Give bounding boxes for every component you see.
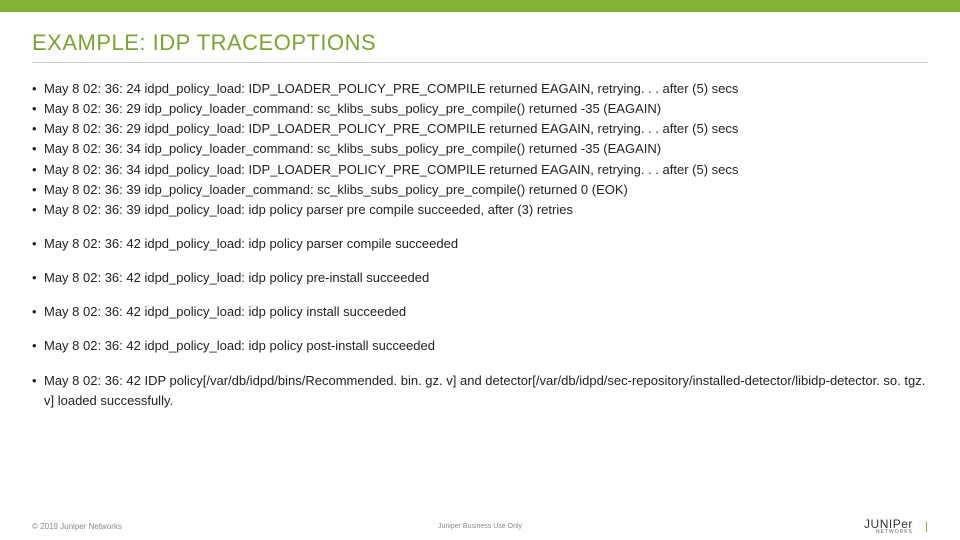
trace-text: May 8 02: 36: 42 idpd_policy_load: idp p… [44, 302, 928, 322]
trace-line: •May 8 02: 36: 24 idpd_policy_load: IDP_… [32, 79, 928, 99]
trace-text: May 8 02: 36: 29 idp_policy_loader_comma… [44, 99, 928, 119]
bullet-icon: • [32, 139, 44, 159]
trace-text: May 8 02: 36: 42 idpd_policy_load: idp p… [44, 336, 928, 356]
bullet-icon: • [32, 119, 44, 139]
slide-content: EXAMPLE: IDP TRACEOPTIONS •May 8 02: 36:… [0, 12, 960, 411]
trace-line: •May 8 02: 36: 42 idpd_policy_load: idp … [32, 268, 928, 288]
title-divider [32, 62, 928, 63]
trace-line: •May 8 02: 36: 34 idpd_policy_load: IDP_… [32, 160, 928, 180]
trace-line: •May 8 02: 36: 39 idp_policy_loader_comm… [32, 180, 928, 200]
slide-title: EXAMPLE: IDP TRACEOPTIONS [32, 30, 928, 56]
brand-logo: JUNIPer NETWORKS | [864, 517, 928, 535]
trace-text: May 8 02: 36: 42 IDP policy[/var/db/idpd… [44, 371, 928, 411]
trace-text: May 8 02: 36: 42 idpd_policy_load: idp p… [44, 268, 928, 288]
bullet-icon: • [32, 268, 44, 288]
logo-subtext: NETWORKS [876, 529, 913, 535]
trace-line: •May 8 02: 36: 29 idpd_policy_load: IDP_… [32, 119, 928, 139]
trace-text: May 8 02: 36: 42 idpd_policy_load: idp p… [44, 234, 928, 254]
trace-text: May 8 02: 36: 39 idpd_policy_load: idp p… [44, 200, 928, 220]
trace-text: May 8 02: 36: 34 idpd_policy_load: IDP_L… [44, 160, 928, 180]
slide-footer: © 2019 Juniper Networks Juniper Business… [0, 512, 960, 540]
bullet-icon: • [32, 234, 44, 254]
trace-text: May 8 02: 36: 34 idp_policy_loader_comma… [44, 139, 928, 159]
bullet-icon: • [32, 200, 44, 220]
trace-line: •May 8 02: 36: 42 idpd_policy_load: idp … [32, 336, 928, 356]
bullet-icon: • [32, 371, 44, 411]
bullet-icon: • [32, 79, 44, 99]
trace-text: May 8 02: 36: 39 idp_policy_loader_comma… [44, 180, 928, 200]
page-separator-icon: | [925, 519, 928, 533]
bullet-icon: • [32, 99, 44, 119]
trace-line: •May 8 02: 36: 42 idpd_policy_load: idp … [32, 302, 928, 322]
trace-line: •May 8 02: 36: 29 idp_policy_loader_comm… [32, 99, 928, 119]
bullet-icon: • [32, 302, 44, 322]
trace-line: •May 8 02: 36: 39 idpd_policy_load: idp … [32, 200, 928, 220]
footer-center-label: Juniper Business Use Only [438, 523, 522, 530]
trace-text: May 8 02: 36: 24 idpd_policy_load: IDP_L… [44, 79, 928, 99]
trace-line: •May 8 02: 36: 42 idpd_policy_load: idp … [32, 234, 928, 254]
trace-line: •May 8 02: 36: 34 idp_policy_loader_comm… [32, 139, 928, 159]
trace-line: •May 8 02: 36: 42 IDP policy[/var/db/idp… [32, 371, 928, 411]
copyright-text: © 2019 Juniper Networks [32, 522, 122, 531]
accent-topbar [0, 0, 960, 12]
trace-group-1: •May 8 02: 36: 24 idpd_policy_load: IDP_… [32, 79, 928, 220]
trace-text: May 8 02: 36: 29 idpd_policy_load: IDP_L… [44, 119, 928, 139]
bullet-icon: • [32, 180, 44, 200]
bullet-icon: • [32, 160, 44, 180]
bullet-icon: • [32, 336, 44, 356]
